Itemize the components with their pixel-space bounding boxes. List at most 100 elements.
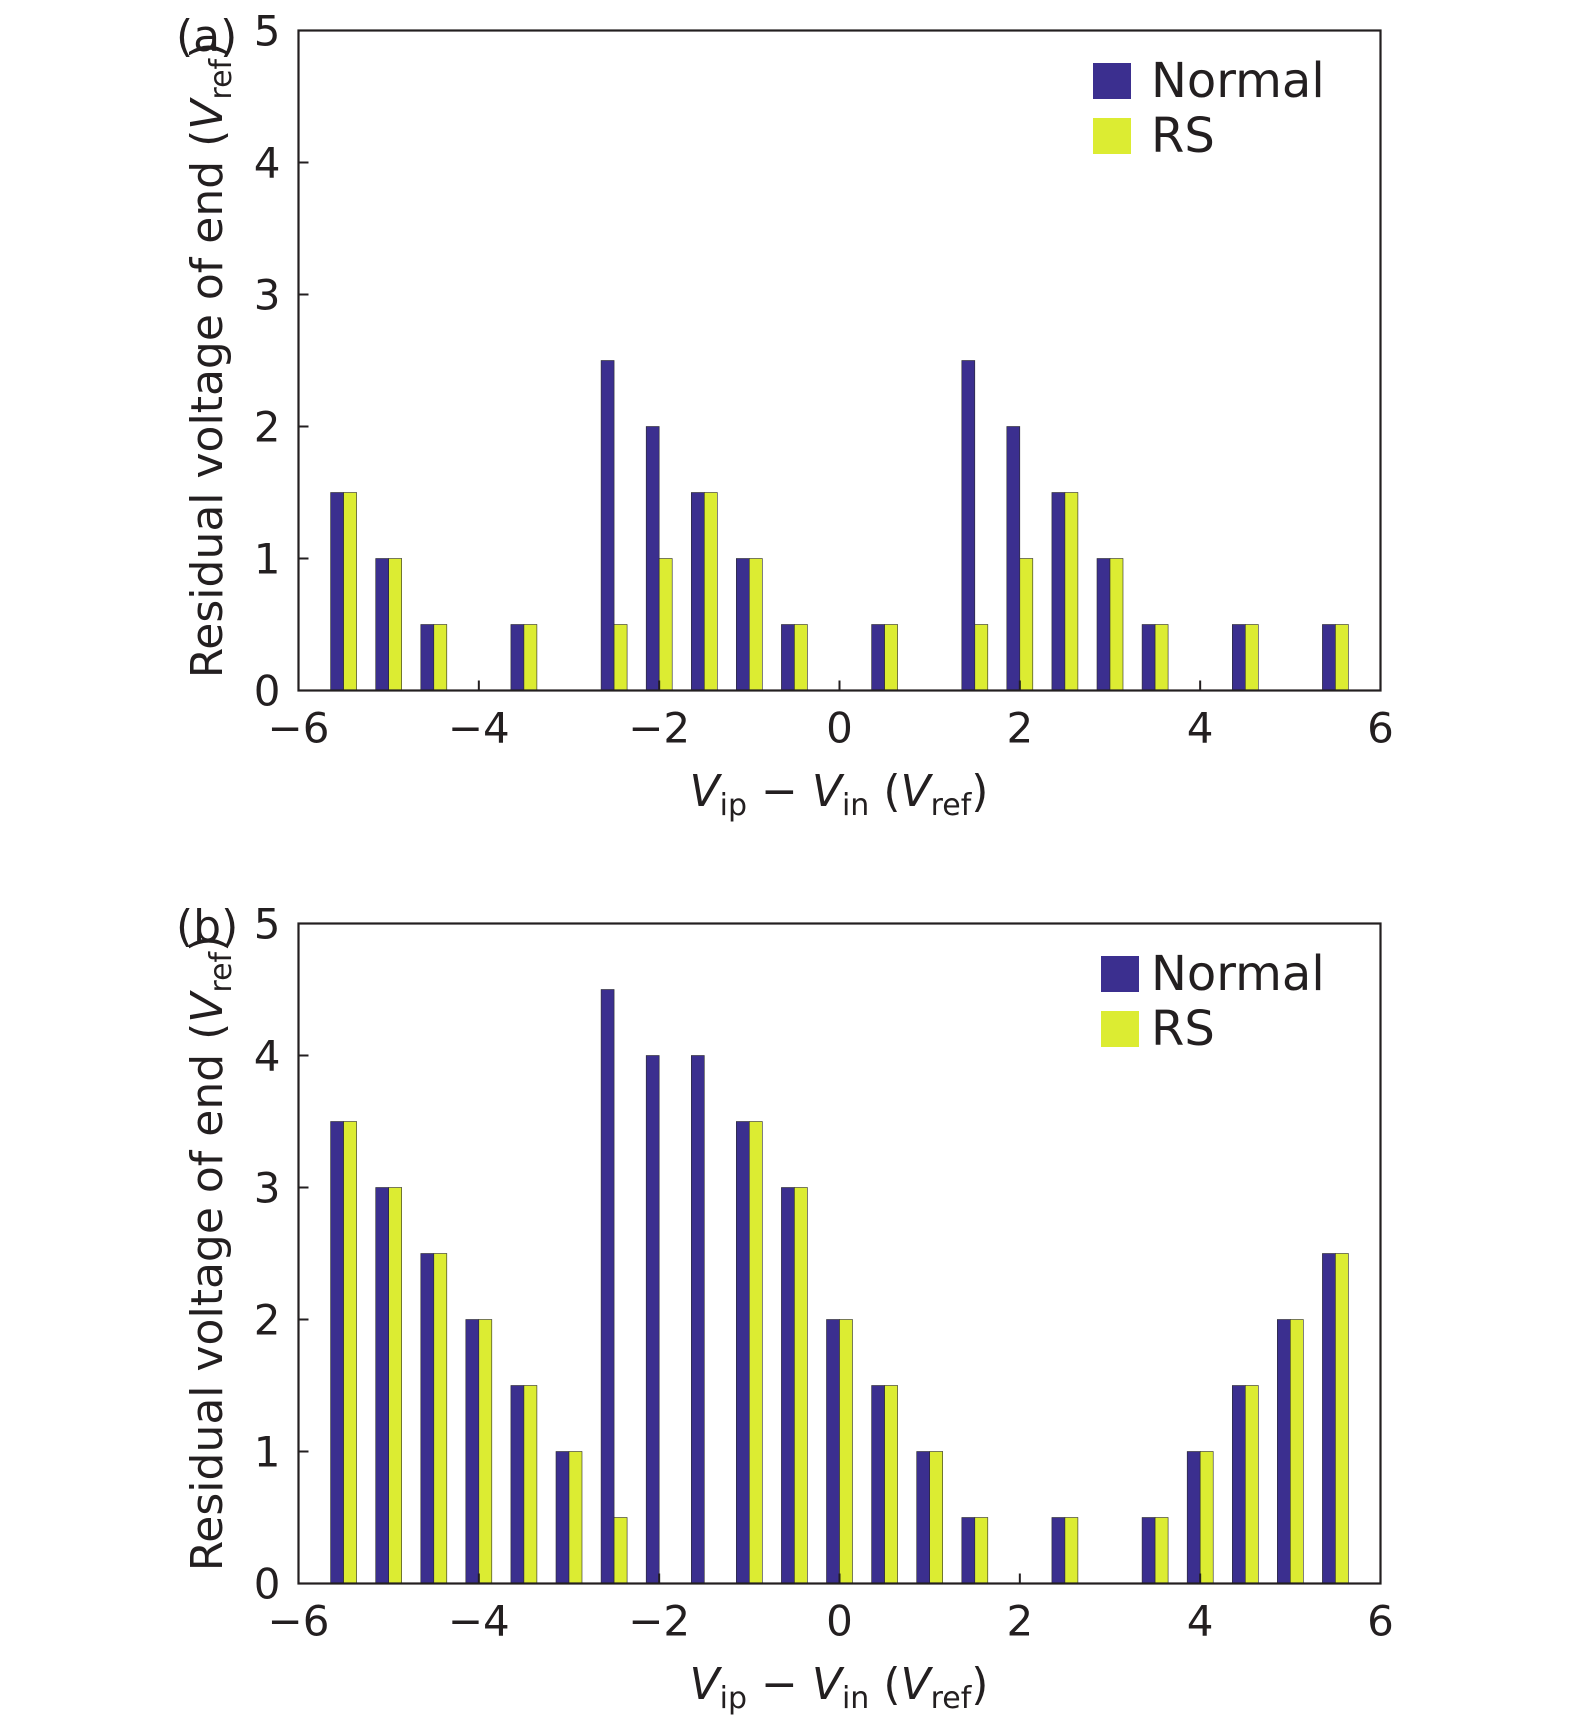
bar-normal-17 <box>1186 1451 1201 1584</box>
x-axis-title-b: Vip − Vin (Vref) <box>690 1659 989 1716</box>
y-tick-label: 4 <box>254 1032 281 1081</box>
bar-rs-17 <box>1199 1451 1214 1584</box>
panel-label-b: (b) <box>176 901 238 952</box>
x-axis-title-a: Vip − Vin (Vref) <box>690 766 989 823</box>
bar-rs-3 <box>478 1319 493 1584</box>
bar-normal-13 <box>916 1451 931 1584</box>
x-tick-label: 6 <box>1367 1597 1394 1646</box>
bar-normal-15 <box>1232 624 1246 691</box>
bar-normal-5 <box>555 1451 570 1584</box>
bar-rs-9 <box>884 624 898 691</box>
legend-label-normal: Normal <box>1151 53 1325 109</box>
bar-rs-10 <box>794 1187 808 1584</box>
bar-rs-12 <box>1064 492 1079 691</box>
bar-rs-19 <box>1290 1319 1304 1584</box>
chart-panel-b: (b) Residual voltage of end (Vref) −6 −4 −… <box>176 900 1394 1717</box>
bar-normal-7 <box>645 1055 660 1584</box>
bar-normal-4 <box>600 360 615 691</box>
bar-normal-10 <box>961 360 976 691</box>
y-tick-label: 1 <box>254 535 281 584</box>
x-tick-label: −2 <box>628 1597 690 1646</box>
bar-rs-5 <box>568 1451 583 1584</box>
bar-normal-11 <box>826 1319 840 1584</box>
x-tick-label: 6 <box>1367 704 1394 753</box>
bar-rs-10 <box>974 624 989 691</box>
y-tick-label: 2 <box>254 403 281 452</box>
bar-normal-11 <box>1006 426 1021 691</box>
x-tick-label: −6 <box>268 1597 330 1646</box>
bar-rs-11 <box>839 1319 853 1584</box>
svg-text:Residual voltage of end (Vref): Residual voltage of end (Vref) <box>182 42 239 679</box>
legend-swatch-rs <box>1093 118 1131 154</box>
bar-normal-12 <box>1051 492 1066 691</box>
x-tick-label: −2 <box>628 704 690 753</box>
bar-rs-14 <box>974 1517 989 1584</box>
legend-label-normal: Normal <box>1151 946 1325 1002</box>
bar-normal-4 <box>510 1385 525 1584</box>
bar-normal-15 <box>1051 1517 1066 1584</box>
bar-rs-6 <box>703 492 718 691</box>
bar-normal-20 <box>1322 1253 1336 1584</box>
bar-normal-1 <box>375 558 390 691</box>
bar-normal-8 <box>781 624 795 691</box>
x-tick-label: −4 <box>448 704 510 753</box>
x-tick-label: −6 <box>268 704 330 753</box>
bar-rs-18 <box>1245 1385 1259 1584</box>
bar-normal-9 <box>871 624 885 691</box>
bar-rs-4 <box>523 1385 538 1584</box>
bar-normal-16 <box>1322 624 1336 691</box>
y-tick-label: 4 <box>254 139 281 188</box>
bar-normal-3 <box>465 1319 480 1584</box>
bar-rs-15 <box>1064 1517 1079 1584</box>
bar-rs-16 <box>1335 624 1349 691</box>
y-axis-title-a: Residual voltage of end (Vref) <box>182 42 239 679</box>
legend-label-rs: RS <box>1151 108 1215 164</box>
bar-rs-20 <box>1335 1253 1349 1584</box>
bar-rs-0 <box>343 1121 357 1584</box>
plot-frame-a <box>297 29 1382 692</box>
bar-rs-14 <box>1154 624 1169 691</box>
bar-normal-19 <box>1277 1319 1291 1584</box>
x-tick-label: 2 <box>1006 1597 1033 1646</box>
bar-rs-3 <box>523 624 538 691</box>
bar-rs-11 <box>1019 558 1034 691</box>
y-tick-label: 0 <box>254 1560 281 1609</box>
legend-b: Normal RS <box>1101 946 1325 1057</box>
legend-swatch-rs <box>1101 1011 1139 1047</box>
legend-swatch-normal <box>1093 63 1131 99</box>
bar-rs-2 <box>433 624 448 691</box>
bar-normal-10 <box>781 1187 795 1584</box>
bar-normal-5 <box>645 426 660 691</box>
bar-normal-1 <box>375 1187 390 1584</box>
bar-rs-15 <box>1245 624 1259 691</box>
bar-rs-6 <box>613 1517 628 1584</box>
x-tick-label: 4 <box>1187 704 1214 753</box>
y-tick-label: 3 <box>254 1164 281 1213</box>
legend-a: Normal RS <box>1093 53 1325 164</box>
bar-rs-13 <box>929 1451 944 1584</box>
legend-label-rs: RS <box>1151 1001 1215 1057</box>
y-axis-title-b: Residual voltage of end (Vref) <box>182 935 239 1572</box>
svg-text:Residual voltage of end (Vref): Residual voltage of end (Vref) <box>182 935 239 1572</box>
y-tick-label: 3 <box>254 271 281 320</box>
y-tick-label: 5 <box>254 7 281 56</box>
bar-normal-7 <box>735 558 750 691</box>
bar-rs-16 <box>1154 1517 1169 1584</box>
y-tick-label: 2 <box>254 1296 281 1345</box>
bar-rs-0 <box>343 492 357 691</box>
bar-normal-14 <box>961 1517 976 1584</box>
y-tick-label: 1 <box>254 1428 281 1477</box>
x-tick-label: 0 <box>826 1597 853 1646</box>
bar-normal-2 <box>420 624 435 691</box>
x-tick-label: −4 <box>448 1597 510 1646</box>
bar-normal-9 <box>735 1121 750 1584</box>
y-tick-label: 0 <box>254 667 281 716</box>
bar-rs-12 <box>884 1385 898 1584</box>
bar-rs-2 <box>433 1253 448 1584</box>
x-tick-label: 0 <box>826 704 853 753</box>
bar-rs-13 <box>1109 558 1124 691</box>
bar-normal-12 <box>871 1385 885 1584</box>
bar-normal-6 <box>690 492 705 691</box>
bar-rs-5 <box>658 558 673 691</box>
